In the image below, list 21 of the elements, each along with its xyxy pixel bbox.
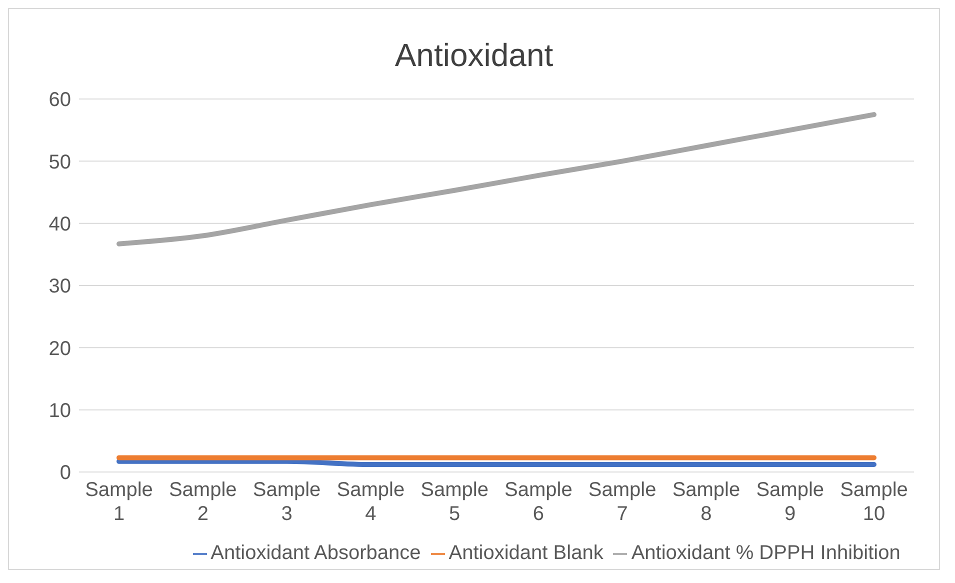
- y-tick-label: 10: [48, 400, 71, 422]
- x-tick-label: Sample 3: [252, 479, 321, 525]
- x-tick-label: Sample 7: [588, 479, 656, 525]
- x-tick-label: Sample 5: [420, 479, 488, 525]
- x-tick-label: Sample 10: [840, 479, 908, 525]
- y-tick-label: 40: [48, 213, 71, 236]
- x-tick-label: Sample 8: [672, 479, 740, 525]
- chart-title: Antioxidant: [394, 37, 554, 75]
- x-tick-label: Sample 1: [85, 479, 153, 525]
- x-tick-label: Sample 9: [756, 479, 824, 525]
- legend-label: Antioxidant Absorbance: [210, 542, 421, 564]
- legend-label: Antioxidant Blank: [448, 542, 604, 564]
- x-tick-label: Sample 6: [504, 479, 572, 525]
- y-tick-label: 0: [60, 462, 71, 484]
- y-tick-label: 30: [48, 276, 71, 298]
- x-tick-label: Sample 2: [168, 479, 237, 525]
- y-tick-label: 60: [48, 89, 71, 112]
- y-tick-label: 50: [48, 151, 71, 174]
- y-tick-label: 20: [48, 338, 71, 360]
- x-tick-label: Sample 4: [336, 479, 405, 525]
- legend-label: Antioxidant % DPPH Inhibition: [631, 542, 900, 564]
